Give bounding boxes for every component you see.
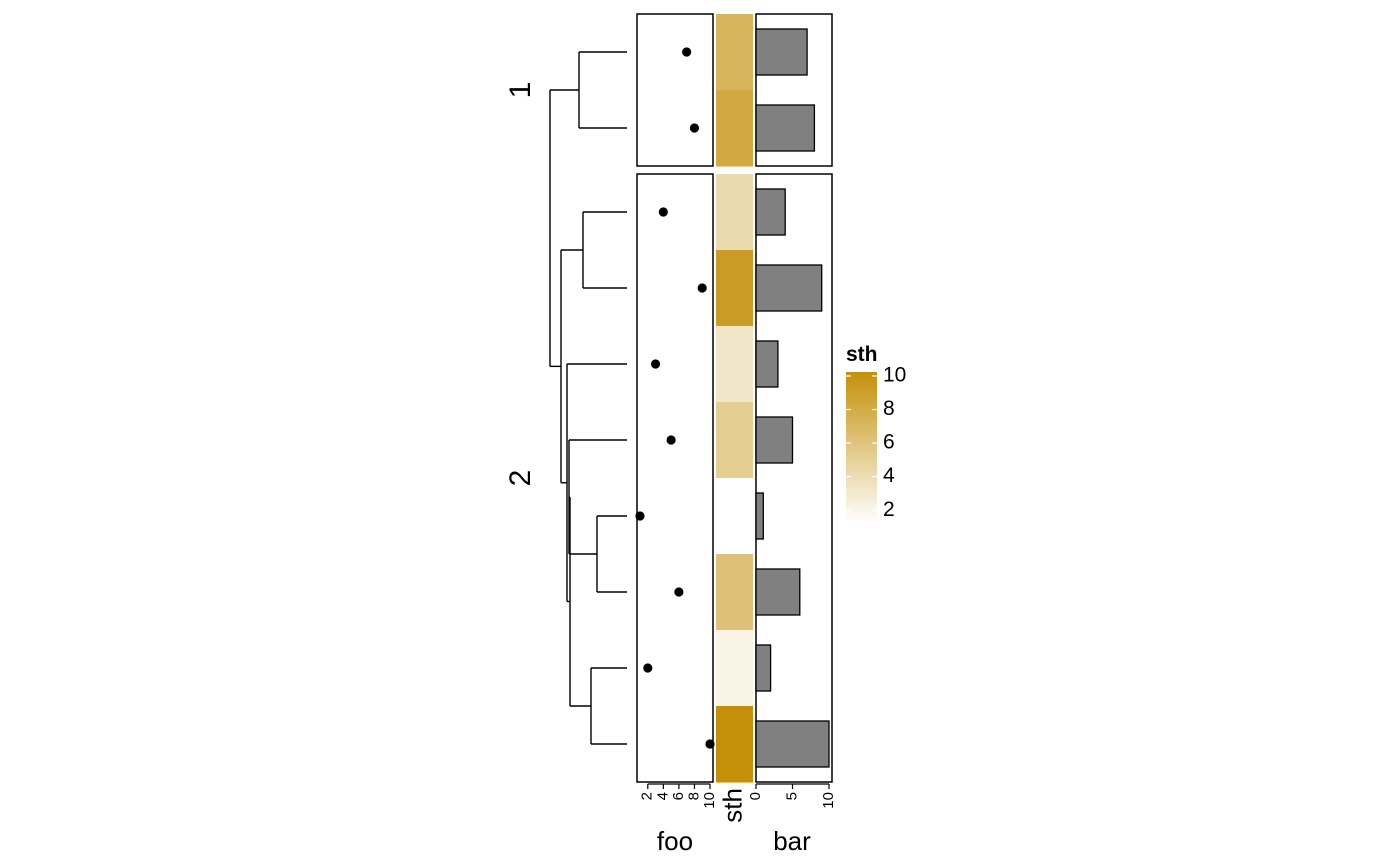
foo-point [666, 435, 676, 445]
bar [755, 568, 801, 616]
bar [755, 188, 786, 236]
bar [755, 416, 794, 464]
foo-tick-label: 6 [670, 792, 687, 800]
foo-point [650, 359, 661, 369]
sth-column-label: sth [717, 788, 747, 823]
sth-heatmap-panel [716, 14, 753, 783]
legend-tick-label: 2 [883, 498, 895, 521]
sth-cell [716, 174, 753, 251]
legend-tick-label: 8 [883, 397, 895, 420]
sth-cell [716, 706, 753, 783]
bar [755, 492, 764, 540]
legend-title: sth [846, 343, 878, 366]
sth-cell [716, 250, 753, 327]
bar-tick-label: 10 [820, 792, 837, 809]
row-group-labels: 12 [504, 82, 537, 487]
row-group-label: 1 [504, 82, 537, 99]
foo-annotation-panel [635, 13, 715, 783]
sth-cell [716, 402, 753, 479]
bar [755, 644, 772, 692]
sth-cell [716, 326, 753, 403]
bar [755, 720, 830, 768]
foo-point [705, 739, 715, 749]
bar-annotation-panel [755, 13, 833, 783]
legend-tick-label: 4 [883, 464, 895, 487]
bar-panel-border [755, 173, 833, 783]
foo-tick-label: 2 [639, 792, 656, 800]
foo-tick-label: 10 [701, 792, 718, 809]
bar [755, 28, 808, 76]
sth-cell [716, 478, 753, 555]
bar-panel-border [755, 13, 833, 167]
sth-cell [716, 554, 753, 631]
row-dendrogram [549, 51, 627, 745]
foo-tick-label: 8 [685, 792, 702, 800]
sth-cell [716, 90, 753, 167]
foo-panel-border [636, 13, 714, 167]
foo-point [658, 207, 668, 217]
foo-point [697, 283, 707, 293]
sth-cell [716, 630, 753, 707]
foo-point [643, 663, 653, 673]
color-legend: sth 2 4 6 8 10 [846, 343, 906, 523]
foo-axis-title: foo [657, 826, 693, 856]
foo-point [682, 47, 692, 57]
bar-axis-title: bar [773, 826, 811, 856]
bar-tick-label: 0 [747, 792, 764, 800]
foo-tick-label: 4 [654, 792, 671, 800]
bar [755, 340, 779, 388]
legend-colorbar [846, 372, 877, 523]
row-group-label: 2 [504, 470, 537, 487]
sth-cell [716, 14, 753, 91]
foo-point [674, 587, 684, 597]
bar [755, 104, 816, 152]
foo-panel-border [636, 173, 714, 783]
legend-tick-label: 6 [883, 431, 895, 454]
foo-point [689, 123, 700, 133]
foo-point [635, 511, 645, 521]
bar-tick-label: 5 [783, 792, 800, 800]
legend-tick-label: 10 [883, 364, 906, 387]
bar [755, 264, 823, 312]
